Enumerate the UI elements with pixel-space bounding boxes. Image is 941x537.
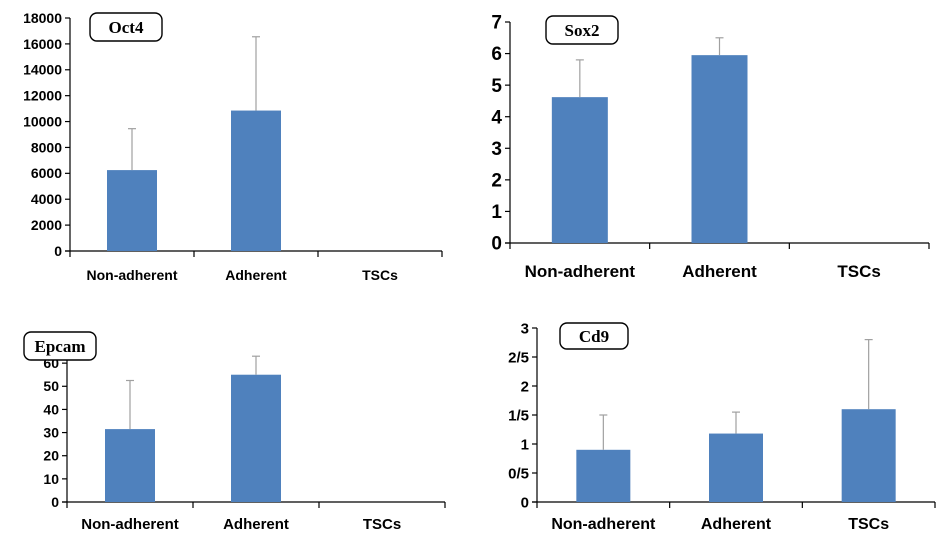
oct4-y-tick-label: 10000 bbox=[23, 113, 62, 129]
cd9-y-tick-label: 2/5 bbox=[508, 349, 529, 366]
sox2-category-label: TSCs bbox=[837, 262, 880, 281]
epcam-title: Epcam bbox=[35, 337, 86, 356]
epcam-category-label: TSCs bbox=[363, 516, 401, 533]
sox2-y-tick-label: 1 bbox=[491, 202, 502, 223]
oct4-y-tick-label: 12000 bbox=[23, 88, 62, 104]
epcam-bar-non-adherent bbox=[105, 429, 155, 502]
oct4-y-tick-label: 6000 bbox=[31, 165, 62, 181]
oct4-bar-non-adherent bbox=[107, 170, 157, 251]
epcam-chart: 010203040506070Non-adherentAdherentTSCsE… bbox=[23, 331, 446, 533]
sox2-y-tick-label: 3 bbox=[491, 139, 502, 160]
sox2-chart: 0 1 2 3 4 5 6 7 Non-adherent Adherent TSCs Sox2 bbox=[491, 13, 930, 281]
oct4-y-tick-label: 2000 bbox=[31, 217, 62, 233]
oct4-y-tick-label: 8000 bbox=[31, 139, 62, 155]
cd9-y-tick-label: 0/5 bbox=[508, 465, 529, 482]
epcam-category-label: Adherent bbox=[223, 516, 289, 533]
oct4-category-label: Non-adherent bbox=[87, 267, 178, 283]
cd9-title: Cd9 bbox=[579, 327, 609, 346]
cd9-category-label: Non-adherent bbox=[551, 516, 656, 533]
sox2-bar-non-adherent bbox=[551, 97, 608, 243]
oct4-title: Oct4 bbox=[109, 18, 144, 37]
cd9-y-tick-label: 3 bbox=[521, 320, 529, 337]
oct4-y-tick-label: 0 bbox=[54, 243, 62, 259]
cd9-y-tick-label: 1 bbox=[521, 436, 529, 453]
oct4-category-label: TSCs bbox=[362, 267, 398, 283]
sox2-category-label: Non-adherent bbox=[525, 262, 636, 281]
cd9-category-label: Adherent bbox=[701, 516, 772, 533]
epcam-y-tick-label: 10 bbox=[43, 471, 59, 487]
sox2-y-tick-label: 7 bbox=[491, 13, 502, 34]
oct4-y-tick-label: 4000 bbox=[31, 191, 62, 207]
cd9-y-tick-label: 1/5 bbox=[508, 407, 529, 424]
epcam-bar-adherent bbox=[231, 374, 281, 502]
cd9-chart: 0 0/5 1 1/5 2 2/5 3 Non-adherent Adherent TSCs Cd9 bbox=[508, 320, 936, 533]
cd9-bar-adherent bbox=[709, 433, 763, 502]
oct4-y-tick-label: 18000 bbox=[23, 10, 62, 26]
sox2-bar-adherent bbox=[691, 55, 748, 244]
cd9-y-tick-label: 0 bbox=[521, 494, 529, 511]
epcam-y-tick-label: 0 bbox=[51, 494, 59, 510]
oct4-chart: 0 2000 4000 6000 8000 10000 12000 14000 16000 180… bbox=[23, 10, 443, 283]
oct4-title-box bbox=[89, 12, 163, 42]
sox2-y-tick-label: 6 bbox=[491, 44, 502, 65]
epcam-y-tick-label: 40 bbox=[43, 401, 59, 417]
sox2-y-tick-label: 4 bbox=[491, 107, 502, 128]
epcam-y-tick-label: 30 bbox=[43, 424, 59, 440]
sox2-y-tick-label: 0 bbox=[491, 234, 502, 255]
cd9-y-tick-label: 2 bbox=[521, 378, 529, 395]
sox2-y-tick-label: 5 bbox=[491, 76, 502, 97]
epcam-y-tick-label: 50 bbox=[43, 378, 59, 394]
sox2-title-box bbox=[545, 15, 619, 45]
oct4-y-tick-label: 14000 bbox=[23, 62, 62, 78]
cd9-bar-tscs bbox=[841, 409, 896, 502]
epcam-category-label: Non-adherent bbox=[81, 516, 179, 533]
sox2-category-label: Adherent bbox=[682, 262, 757, 281]
epcam-title-box bbox=[23, 331, 97, 361]
oct4-category-label: Adherent bbox=[225, 267, 287, 283]
oct4-y-tick-label: 16000 bbox=[23, 36, 62, 52]
epcam-y-tick-label: 20 bbox=[43, 448, 59, 464]
oct4-bar-adherent bbox=[231, 110, 281, 251]
sox2-title: Sox2 bbox=[565, 21, 600, 40]
cd9-category-label: TSCs bbox=[848, 516, 889, 533]
cd9-title-box bbox=[559, 322, 629, 350]
cd9-bar-non-adherent bbox=[576, 449, 631, 502]
sox2-y-tick-label: 2 bbox=[491, 171, 502, 192]
